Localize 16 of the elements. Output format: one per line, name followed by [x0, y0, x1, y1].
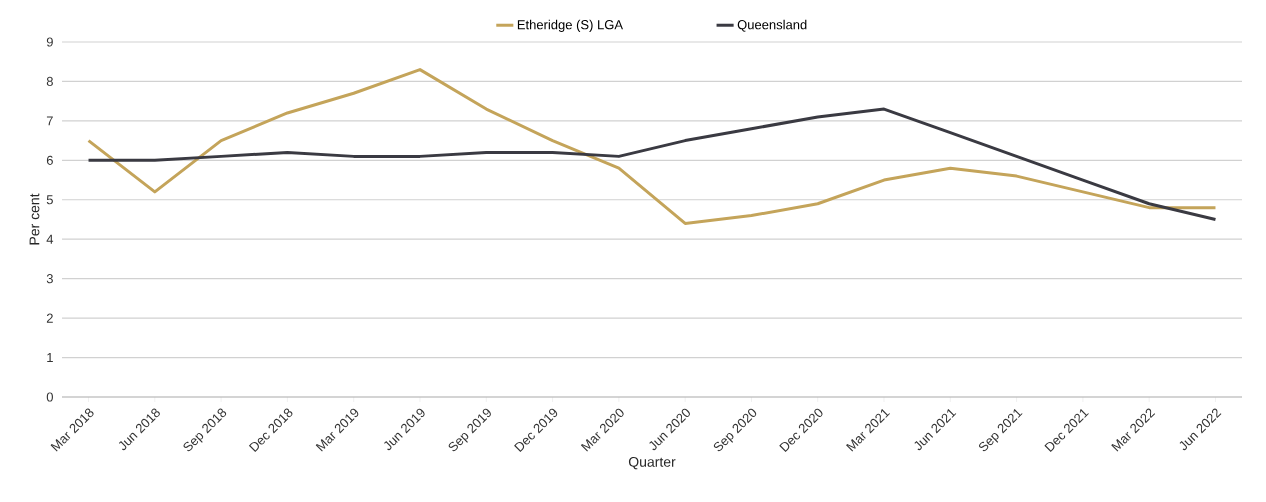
y-tick-label: 7 — [46, 116, 53, 126]
y-axis-title: Per cent — [29, 193, 40, 245]
line-series — [87, 107, 1217, 221]
y-tick-label: 0 — [46, 392, 53, 402]
y-tick-label: 6 — [46, 155, 53, 165]
legend-label: Queensland — [737, 19, 807, 32]
y-tick-label: 8 — [46, 76, 53, 87]
y-tick-label: 4 — [46, 234, 54, 244]
x-axis-title: Quarter — [628, 456, 676, 470]
legend-label: Etheridge (S) LGA — [517, 19, 624, 32]
y-tick-label: 9 — [46, 37, 53, 47]
y-tick-label: 1 — [47, 353, 53, 363]
y-tick-label: 3 — [46, 274, 53, 284]
y-tick-label: 5 — [46, 195, 53, 205]
line-series — [87, 68, 1217, 225]
y-tick-label: 2 — [46, 313, 53, 323]
